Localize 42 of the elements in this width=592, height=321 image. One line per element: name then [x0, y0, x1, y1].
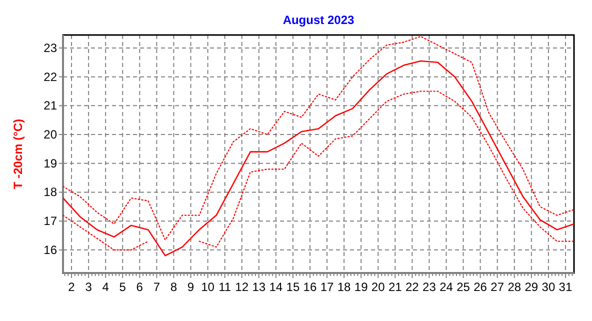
x-tick-label: 5 [119, 280, 126, 294]
x-tick-label: 12 [235, 280, 249, 294]
y-tick-label: 21 [44, 98, 58, 113]
y-tick-label: 18 [44, 185, 58, 200]
x-tick-label: 26 [474, 280, 488, 294]
x-tick-label: 27 [490, 280, 504, 294]
x-tick-label: 23 [422, 280, 436, 294]
x-tick-label: 15 [286, 280, 300, 294]
x-tick-label: 7 [153, 280, 160, 294]
y-axis-title: T -20cm (°C) [11, 118, 25, 190]
chart-title: August 2023 [282, 13, 354, 27]
y-tick-label: 23 [44, 40, 58, 55]
x-tick-label: 25 [456, 280, 470, 294]
x-tick-label: 24 [440, 280, 454, 294]
x-tick-label: 4 [102, 280, 110, 294]
x-tick-label: 10 [201, 280, 215, 294]
y-tick-label: 16 [44, 242, 58, 257]
line-series [63, 60, 574, 256]
x-tick-label: 13 [252, 280, 266, 294]
x-tick-label: 21 [388, 280, 402, 294]
line-series [63, 36, 574, 240]
x-tick-label: 16 [303, 280, 317, 294]
x-tick-label: 8 [170, 280, 178, 294]
x-tick-label: 18 [337, 280, 352, 294]
x-tick-label: 6 [136, 280, 144, 294]
y-tick-label: 22 [44, 70, 58, 84]
x-tick-label: 14 [269, 280, 283, 294]
x-tick-label: 2 [68, 280, 76, 294]
x-tick-label: 19 [354, 280, 368, 294]
x-tick-label: 28 [508, 280, 522, 294]
x-tick-label: 31 [558, 280, 572, 294]
y-tick-label: 19 [44, 156, 58, 170]
x-tick-label: 22 [406, 280, 420, 294]
x-tick-label: 30 [542, 280, 556, 294]
y-tick-label: 17 [44, 214, 58, 228]
x-tick-label: 9 [187, 280, 194, 294]
x-tick-label: 17 [320, 280, 334, 294]
x-tick-label: 20 [371, 280, 386, 294]
y-tick-label: 20 [44, 128, 58, 142]
x-tick-label: 3 [85, 280, 92, 294]
x-tick-label: 11 [218, 280, 232, 294]
x-tick-label: 29 [524, 280, 538, 294]
